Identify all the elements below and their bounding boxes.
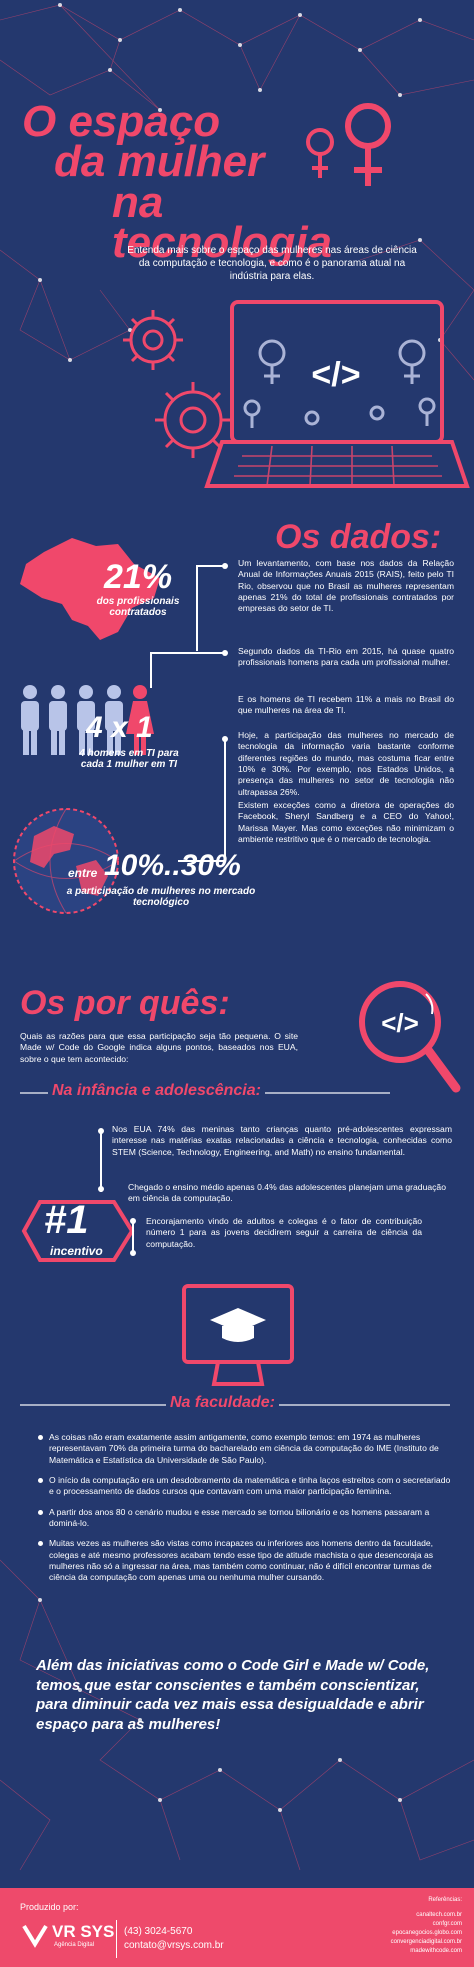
- closing-text: Além das iniciativas como o Code Girl e …: [36, 1657, 430, 1733]
- dados-heading: Os dados:: [275, 518, 442, 556]
- graduation-cap-icon: [182, 1284, 294, 1386]
- connector-line: [196, 565, 198, 651]
- infancia-text-3: Encorajamento vindo de adultos e colegas…: [146, 1216, 422, 1249]
- vr-logo-icon: [22, 1924, 48, 1948]
- stat3-value: 10%..30%: [104, 849, 241, 882]
- references-title: Referências:: [428, 1897, 462, 1903]
- reference-item[interactable]: confgr.com: [432, 1921, 462, 1927]
- female-symbol-icon: [306, 103, 391, 186]
- list-item-text: O início da computação era um desdobrame…: [49, 1475, 451, 1497]
- list-item: As coisas não eram exatamente assim anti…: [38, 1432, 456, 1466]
- references: Referências: canaltech.com.br confgr.com…: [391, 1896, 462, 1956]
- connector-line: [196, 565, 224, 567]
- connector-dot: [222, 736, 228, 742]
- list-item-text: A partir dos anos 80 o cenário mudou e e…: [49, 1506, 430, 1529]
- dados-text-4: Hoje, a participação das mulheres no mer…: [238, 730, 454, 797]
- list-item: A partir dos anos 80 o cenário mudou e e…: [38, 1507, 456, 1530]
- dados-text-5: Existem exceções como a diretora de oper…: [238, 800, 454, 845]
- connector-line: [150, 652, 224, 654]
- bullet-dot: [38, 1435, 43, 1440]
- sub-heading-faculdade: Na faculdade:: [166, 1394, 279, 1412]
- stat2-label: 4 homens em TI para cada 1 mulher em TI: [79, 748, 179, 770]
- footer-divider: [116, 1920, 117, 1958]
- bullet-dot: [38, 1541, 43, 1547]
- people-icon: [21, 685, 154, 755]
- porques-intro: Quais as razões para que essa participaç…: [20, 1031, 298, 1064]
- connector-dot: [98, 1128, 104, 1134]
- stat2-value: 4 x 1: [86, 711, 153, 744]
- reference-item[interactable]: epocanegocios.globo.com: [392, 1930, 462, 1936]
- list-item-text: As coisas não eram exatamente assim anti…: [49, 1432, 439, 1465]
- connector-dot: [130, 1250, 136, 1256]
- title-line-1: O espaço: [22, 97, 221, 146]
- list-item-text: Muitas vezes as mulheres são vistas como…: [49, 1538, 434, 1583]
- rank-value: #1: [44, 1198, 89, 1242]
- code-symbol: </>: [311, 356, 360, 394]
- produced-by-label: Produzido por:: [20, 1902, 79, 1912]
- connector-line: [224, 740, 226, 860]
- brand-sub: Agência Digital: [54, 1942, 95, 1948]
- connector-line: [132, 1222, 134, 1252]
- intro-text: Entenda mais sobre o espaço das mulheres…: [127, 245, 417, 283]
- gear-icon: [123, 310, 231, 458]
- title-line-3: na tecnologia: [112, 177, 333, 268]
- laptop-icon: </>: [204, 300, 470, 488]
- stat1-label: dos profissionais contratados: [96, 596, 180, 618]
- faculdade-list: As coisas não eram exatamente assim anti…: [38, 1432, 456, 1593]
- brazil-map-icon: [20, 538, 160, 640]
- dados-text-2: Segundo dados da TI-Rio em 2015, há quas…: [238, 646, 454, 668]
- sub-heading-infancia: Na infância e adolescência:: [48, 1082, 265, 1100]
- footer: Produzido por: VR SYS Agência Digital (4…: [0, 1888, 474, 1967]
- connector-line: [178, 860, 226, 862]
- contact-phone[interactable]: (43) 3024-5670: [124, 1926, 193, 1937]
- connector-dot: [98, 1186, 104, 1192]
- dados-text-1: Um levantamento, com base nos dados da R…: [238, 558, 454, 614]
- stat1-value: 21%: [104, 558, 173, 596]
- contact-email[interactable]: contato@vrsys.com.br: [124, 1940, 224, 1951]
- list-item: Muitas vezes as mulheres são vistas como…: [38, 1538, 456, 1583]
- reference-item[interactable]: convergenciadigital.com.br: [390, 1939, 462, 1945]
- stat3-label: a participação de mulheres no mercado te…: [66, 886, 256, 908]
- connector-line: [150, 652, 152, 688]
- connector-dot: [222, 650, 228, 656]
- bullet-dot: [38, 1509, 43, 1515]
- magnifier-icon: </>: [359, 981, 461, 1093]
- infancia-text-2: Chegado o ensino médio apenas 0.4% das a…: [128, 1182, 446, 1204]
- porques-heading: Os por quês:: [20, 984, 230, 1022]
- infancia-text-1: Nos EUA 74% das meninas tanto crianças q…: [112, 1124, 452, 1157]
- connector-line: [100, 1132, 102, 1192]
- svg-text:</>: </>: [381, 1008, 419, 1038]
- list-item: O início da computação era um desdobrame…: [38, 1475, 456, 1498]
- reference-item[interactable]: madewithcode.com: [410, 1948, 462, 1954]
- connector-dot: [222, 563, 228, 569]
- rank-label: incentivo: [50, 1244, 103, 1258]
- brand-name: VR SYS: [52, 1922, 115, 1941]
- stat3-prefix: entre: [68, 866, 98, 880]
- page-title: O espaço da mulher na tecnologia: [22, 97, 362, 268]
- globe-icon: [13, 808, 119, 914]
- connector-dot: [130, 1218, 136, 1224]
- dados-text-3: E os homens de TI recebem 11% a mais no …: [238, 694, 454, 716]
- title-line-2: da mulher: [54, 137, 265, 187]
- reference-item[interactable]: canaltech.com.br: [416, 1912, 462, 1918]
- bullet-dot: [38, 1478, 43, 1484]
